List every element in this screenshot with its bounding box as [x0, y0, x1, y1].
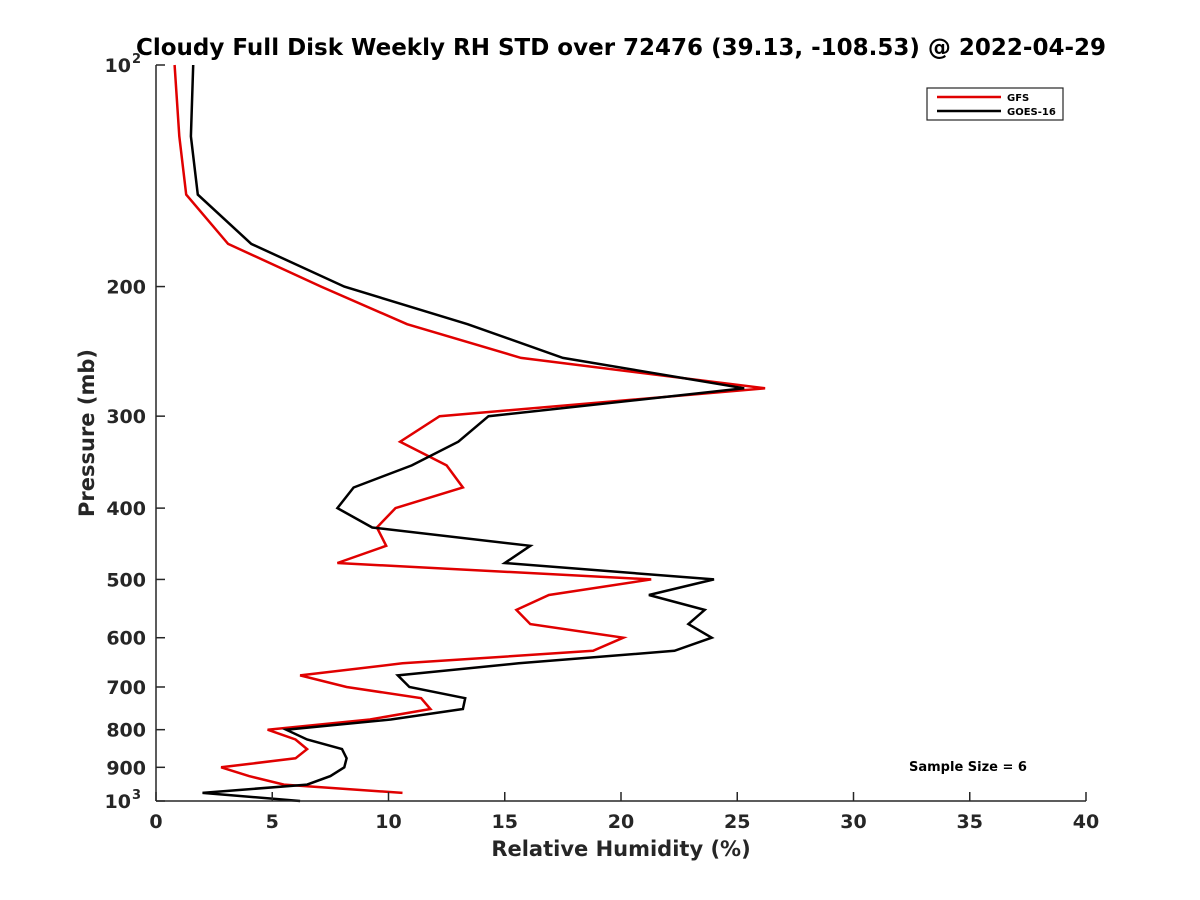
legend-label-gfs: GFS [1007, 93, 1029, 104]
sample-size-annotation: Sample Size = 6 [909, 760, 1027, 775]
x-tick-label: 20 [608, 811, 634, 833]
y-tick-label: 800 [106, 720, 146, 742]
series-line-gfs [173, 64, 766, 795]
x-tick-label: 30 [840, 811, 866, 833]
y-tick-label: 900 [106, 757, 146, 779]
y-tick-label: 200 [106, 277, 146, 299]
y-tick-label: 400 [106, 498, 146, 520]
y-tick-label: 300 [106, 406, 146, 428]
legend-box [926, 87, 1064, 121]
x-tick-label: 5 [266, 811, 279, 833]
x-tick-label: 40 [1073, 811, 1099, 833]
legend-label-goes16: GOES-16 [1007, 107, 1056, 118]
y-tick-exponent: 3 [132, 788, 141, 803]
x-tick-label: 25 [724, 811, 750, 833]
legend: GFS GOES-16 [926, 87, 1064, 121]
chart-title: Cloudy Full Disk Weekly RH STD over 7247… [136, 35, 1106, 61]
y-tick-exponent: 2 [132, 52, 141, 67]
series-line-goes-16 [189, 64, 745, 803]
x-tick-label: 0 [149, 811, 162, 833]
y-tick-label: 700 [106, 677, 146, 699]
plot-area [173, 64, 766, 803]
x-axis-label: Relative Humidity (%) [491, 837, 750, 861]
x-tick-label: 35 [957, 811, 983, 833]
x-tick-label: 10 [375, 811, 401, 833]
x-tick-label: 15 [492, 811, 518, 833]
y-tick-label: 10 [105, 791, 131, 813]
y-tick-label: 500 [106, 569, 146, 591]
x-ticks: 0 5 10 15 20 25 30 35 40 [149, 792, 1099, 833]
y-tick-label: 10 [105, 55, 131, 77]
y-tick-label: 600 [106, 628, 146, 650]
y-axis-label: Pressure (mb) [75, 349, 99, 517]
